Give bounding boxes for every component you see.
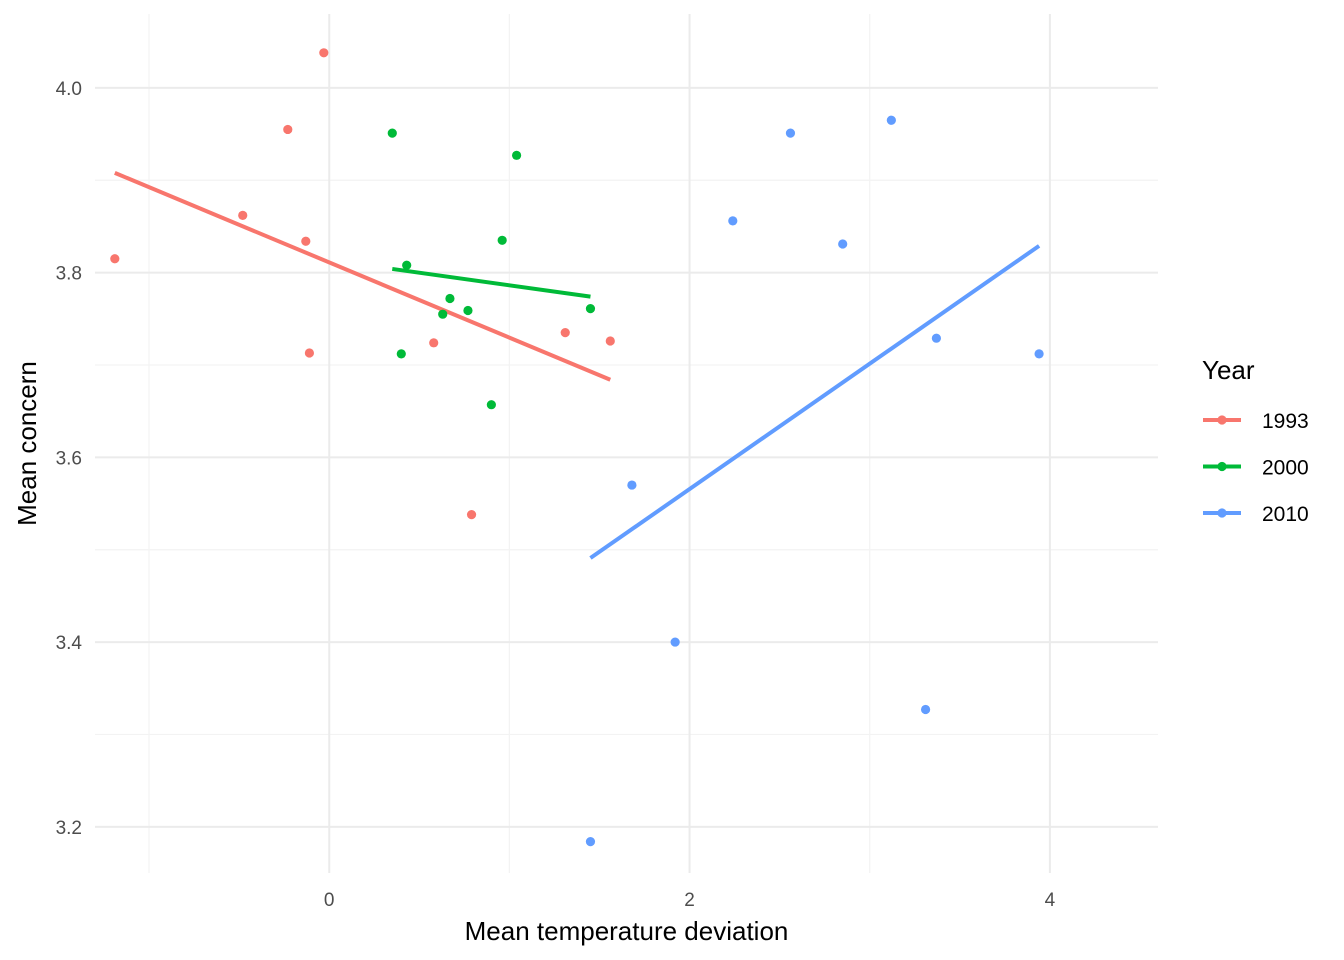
data-point-2000: [497, 235, 507, 245]
y-axis-title: Mean concern: [12, 361, 42, 526]
legend-key-point: [1217, 415, 1227, 425]
data-point-1993: [238, 210, 248, 220]
x-tick-label: 0: [324, 890, 335, 911]
legend: Year 1993 2000 2010: [1202, 355, 1309, 526]
trend-line-2010: [589, 244, 1041, 560]
data-point-1993: [319, 48, 329, 58]
axes: Mean temperature deviation Mean concern …: [12, 79, 1056, 946]
data-point-2000: [486, 400, 496, 410]
legend-item-1993: 1993: [1203, 410, 1309, 433]
data-point-2010: [785, 128, 796, 138]
data-point-2010: [627, 480, 637, 490]
data-point-1993: [110, 254, 120, 264]
legend-item-2000: 2000: [1203, 457, 1309, 480]
data-point-2000: [511, 150, 522, 160]
data-points: [110, 48, 1044, 847]
x-tick-label: 4: [1045, 890, 1056, 911]
trend-lines: [114, 171, 1041, 560]
data-point-2000: [463, 305, 473, 316]
x-axis-title: Mean temperature deviation: [465, 916, 789, 946]
data-point-1993: [466, 510, 477, 520]
data-point-2000: [585, 304, 596, 314]
data-point-2010: [838, 239, 848, 249]
data-point-1993: [283, 124, 293, 135]
legend-label: 1993: [1262, 410, 1309, 433]
data-point-2000: [396, 349, 406, 359]
y-tick-label: 3.8: [56, 264, 82, 285]
x-tick-label: 2: [684, 890, 695, 911]
y-tick-label: 3.2: [56, 818, 82, 839]
data-point-1993: [560, 328, 570, 338]
data-point-1993: [429, 338, 439, 348]
legend-key-point: [1217, 508, 1227, 518]
legend-title: Year: [1202, 355, 1255, 385]
trend-line-1993: [114, 171, 612, 382]
data-point-1993: [301, 236, 311, 246]
data-point-2010: [585, 836, 596, 847]
legend-label: 2010: [1262, 503, 1309, 526]
data-point-2010: [1034, 349, 1044, 359]
data-point-2000: [445, 293, 455, 304]
data-point-2010: [931, 333, 941, 343]
data-point-2010: [920, 704, 931, 715]
legend-label: 2000: [1262, 457, 1309, 480]
y-tick-label: 3.6: [56, 448, 82, 469]
data-point-2010: [886, 115, 896, 125]
data-point-2010: [670, 637, 680, 647]
data-point-2000: [438, 309, 448, 319]
grid: [95, 14, 1158, 873]
trend-line-2000: [392, 266, 591, 299]
data-point-2000: [402, 260, 412, 270]
y-tick-label: 3.4: [56, 633, 83, 654]
legend-item-2010: 2010: [1203, 503, 1309, 526]
data-point-2010: [728, 216, 738, 226]
data-point-1993: [304, 348, 315, 358]
data-point-1993: [605, 336, 615, 346]
y-tick-label: 4.0: [56, 79, 82, 100]
data-point-2000: [387, 128, 397, 138]
legend-key-point: [1217, 461, 1227, 472]
